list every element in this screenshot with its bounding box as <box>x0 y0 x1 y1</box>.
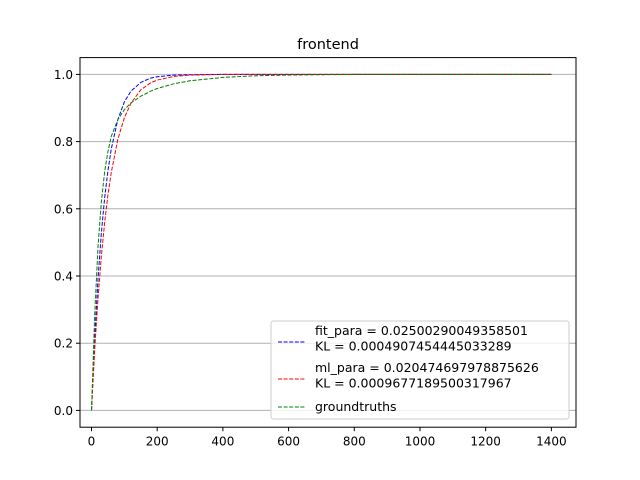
series-layer <box>91 73 552 411</box>
groundtruths-line <box>91 73 552 411</box>
x-tick-label: 1400 <box>536 435 567 449</box>
ticks-layer: 0.0 0.2 0.4 0.6 0.8 1.0 0 200 400 600 800 1000 1200 1… <box>54 68 567 449</box>
y-tick-label: 0.2 <box>54 337 73 351</box>
legend: fit_para = 0.02500290049358501 KL = 0.00… <box>270 320 570 420</box>
x-tick-label: 200 <box>146 435 169 449</box>
legend-box <box>270 320 570 420</box>
x-tick-label: 1000 <box>405 435 436 449</box>
x-tick-label: 400 <box>211 435 234 449</box>
legend-label: KL = 0.0009677189500317967 <box>315 376 512 391</box>
y-tick-label: 0.8 <box>54 135 73 149</box>
y-tick-label: 0.6 <box>54 202 73 216</box>
legend-label: KL = 0.0004907454445033289 <box>315 339 512 354</box>
legend-entry-groundtruths: groundtruths <box>278 399 397 414</box>
y-tick-label: 0.0 <box>54 404 73 418</box>
x-tick-label: 0 <box>88 435 96 449</box>
legend-entry-ml-para: ml_para = 0.020474697978875626 KL = 0.00… <box>278 360 539 391</box>
legend-entry-fit-para: fit_para = 0.02500290049358501 KL = 0.00… <box>278 323 528 354</box>
chart-title: frontend <box>297 37 359 53</box>
y-tick-label: 0.4 <box>54 270 73 284</box>
legend-label: fit_para = 0.02500290049358501 <box>315 323 528 338</box>
x-tick-label: 800 <box>343 435 366 449</box>
y-tick-label: 1.0 <box>54 68 73 82</box>
legend-label: groundtruths <box>315 399 397 414</box>
legend-label: ml_para = 0.020474697978875626 <box>315 360 539 375</box>
x-tick-label: 600 <box>277 435 300 449</box>
x-tick-label: 1200 <box>470 435 501 449</box>
plot-frame <box>79 57 577 428</box>
